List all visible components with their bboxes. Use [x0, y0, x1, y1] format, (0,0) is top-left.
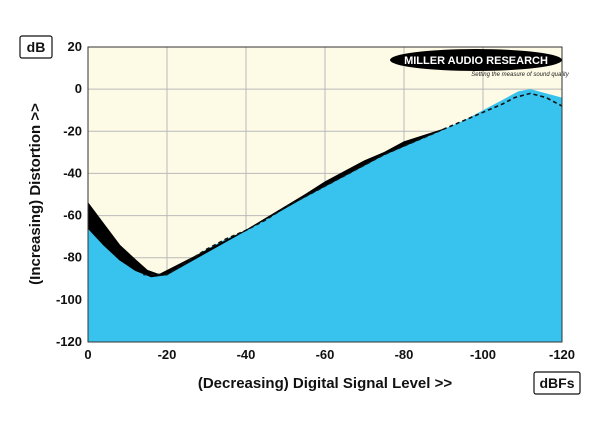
y-unit-box: dB — [19, 35, 53, 59]
y-tick-label: -80 — [63, 250, 82, 265]
logo: MILLER AUDIO RESEARCH Setting the measur… — [390, 49, 570, 78]
y-tick-labels: 20 0 -20 -40 -60 -80 -100 -120 — [56, 39, 82, 349]
x-axis-title: (Decreasing) Digital Signal Level >> — [198, 375, 452, 392]
y-axis-title: (Increasing) Distortion >> — [27, 103, 44, 285]
y-unit-label: dB — [27, 39, 46, 55]
x-tick-label: -120 — [549, 347, 575, 362]
y-tick-label: -100 — [56, 292, 82, 307]
distortion-area — [88, 89, 562, 342]
x-tick-label: -40 — [237, 347, 256, 362]
y-tick-label: -40 — [63, 165, 82, 180]
x-unit-box: dBFs — [533, 371, 581, 395]
x-tick-label: 0 — [84, 347, 91, 362]
x-tick-label: -100 — [470, 347, 496, 362]
series-layer — [88, 89, 562, 342]
logo-main-text: MILLER AUDIO RESEARCH — [404, 55, 548, 67]
x-tick-label: -60 — [316, 347, 335, 362]
y-tick-label: -120 — [56, 334, 82, 349]
distortion-dashed-line — [143, 92, 562, 276]
y-tick-label: 20 — [68, 39, 82, 54]
logo-ellipse — [390, 49, 562, 71]
logo-tagline: Setting the measure of sound quality — [471, 72, 569, 78]
x-unit-label: dBFs — [540, 375, 575, 391]
x-tick-label: -20 — [158, 347, 177, 362]
x-tick-label: -80 — [395, 347, 414, 362]
plot-frame — [87, 46, 563, 343]
y-tick-label: -20 — [63, 123, 82, 138]
x-tick-labels: 0 -20 -40 -60 -80 -100 -120 — [84, 347, 575, 362]
y-tick-label: 0 — [75, 81, 82, 96]
y-tick-label: -60 — [63, 208, 82, 223]
